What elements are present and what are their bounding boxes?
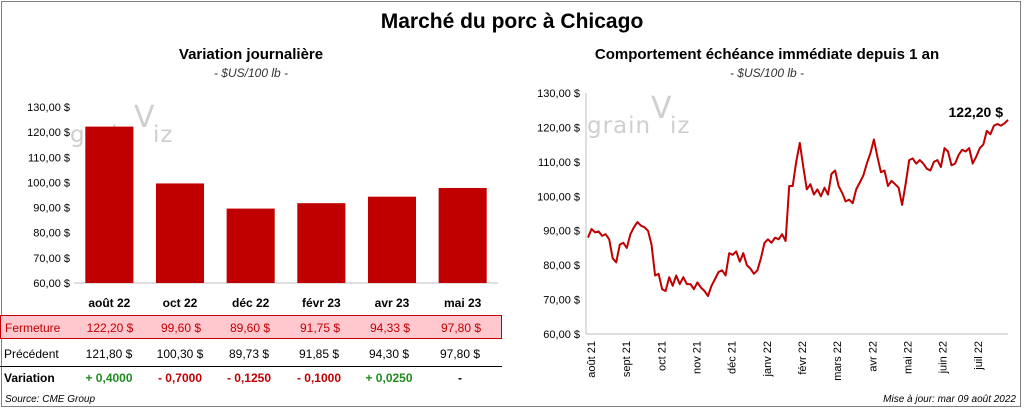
page-title: Marché du porc à Chicago [380, 10, 644, 33]
x-tick-label: juil 22 [973, 341, 985, 371]
x-tick-label: févr 22 [797, 341, 809, 375]
x-tick-label: nov 21 [692, 341, 704, 374]
y-tick-label: 110,00 $ [28, 152, 70, 164]
y-tick-label: 90,00 $ [33, 203, 70, 215]
y-tick-label: 80,00 $ [33, 228, 70, 240]
grainwiz-watermark-v: V [134, 100, 155, 135]
x-tick-label: oct 21 [656, 341, 668, 371]
bar [438, 187, 487, 283]
table-cell: 94,30 $ [368, 347, 410, 361]
table-cell: 89,73 $ [228, 347, 270, 361]
x-tick-label: août 21 [586, 341, 598, 378]
y-tick-label: 120,00 $ [537, 122, 580, 134]
grainwiz-watermark-iz: iz [153, 122, 174, 148]
x-category-label: févr 23 [302, 296, 341, 310]
source-note: Source: CME Group [5, 394, 96, 405]
table-row-fermeture: Fermeture 122,20 $ 99,60 $ 89,60 $ 91,75… [0, 315, 502, 339]
table-cell: 121,80 $ [85, 347, 133, 361]
row-label: Précédent [4, 347, 59, 361]
bar-chart-subtitle: - $US/100 lb - [213, 66, 289, 80]
table-cell: - [458, 371, 462, 385]
y-tick-label: 60,00 $ [543, 329, 580, 341]
table-cell: 99,60 $ [160, 321, 202, 335]
y-tick-label: 60,00 $ [33, 278, 70, 290]
grainwiz-watermark-right: grain [587, 113, 652, 139]
table-row-precedent: Précédent 121,80 $ 100,30 $ 89,73 $ 91,8… [0, 342, 502, 367]
bar [297, 203, 346, 283]
bar-chart-title: Variation journalière [178, 46, 324, 63]
y-tick-label: 100,00 $ [537, 191, 580, 203]
table-cell: 89,60 $ [229, 321, 271, 335]
table-cell: - 0,1000 [296, 371, 342, 385]
y-tick-label: 120,00 $ [27, 127, 70, 139]
x-tick-label: janv 22 [762, 341, 774, 377]
x-category-label: mai 23 [444, 296, 482, 310]
y-tick-label: 130,00 $ [27, 102, 70, 114]
table-cell: 94,33 $ [369, 321, 411, 335]
y-tick-label: 80,00 $ [543, 260, 580, 272]
y-tick-label: 70,00 $ [33, 253, 70, 265]
table-cell: 100,30 $ [156, 347, 204, 361]
grainwiz-watermark-right-iz: iz [670, 113, 691, 139]
price-line [587, 119, 1009, 298]
table-cell: 91,75 $ [299, 321, 341, 335]
table-cell: + 0,4000 [85, 371, 133, 385]
update-date: Mise à jour: mar 09 août 2022 [883, 394, 1016, 405]
y-tick-label: 100,00 $ [27, 177, 70, 189]
bar [155, 183, 205, 283]
table-cell: 91,85 $ [298, 347, 340, 361]
table-row-variation: Variation + 0,4000 - 0,7000 - 0,1250 - 0… [0, 366, 502, 390]
x-tick-label: juin 22 [938, 341, 950, 374]
y-tick-label: 110,00 $ [538, 157, 580, 169]
x-tick-label: avr 22 [867, 341, 879, 372]
table-cell: + 0,0250 [365, 371, 413, 385]
y-tick-label: 90,00 $ [543, 226, 580, 238]
x-tick-label: mai 22 [903, 341, 915, 374]
y-tick-label: 130,00 $ [537, 88, 580, 100]
x-category-label: oct 22 [163, 296, 198, 310]
grainwiz-watermark-right-v: V [651, 91, 672, 126]
line-chart-subtitle: - $US/100 lb - [729, 66, 805, 80]
bar-chart: 60,00 $ 70,00 $ 80,00 $ 90,00 $ 100,00 $ 110,… [27, 102, 498, 310]
line-chart: 60,00 $ 70,00 $ 80,00 $ 90,00 $ 100,00 $ 110,… [537, 88, 1009, 381]
table-cell: 97,80 $ [440, 321, 482, 335]
y-tick-label: 70,00 $ [543, 295, 580, 307]
x-category-label: déc 22 [232, 296, 270, 310]
table-cell: 97,80 $ [439, 347, 481, 361]
bar [367, 196, 417, 283]
x-tick-label: déc 21 [727, 341, 739, 374]
table-cell: - 0,7000 [157, 371, 203, 385]
bar [226, 208, 275, 283]
table-cell: 122,20 $ [86, 321, 134, 335]
row-label: Fermeture [5, 321, 61, 335]
x-category-label: août 22 [88, 296, 130, 310]
row-label: Variation [4, 371, 55, 385]
x-category-label: avr 23 [375, 296, 410, 310]
table-cell: - 0,1250 [226, 371, 272, 385]
x-tick-label: mars 22 [832, 341, 844, 381]
line-chart-title: Comportement échéance immédiate depuis 1… [594, 46, 940, 63]
last-price-annotation: 122,20 $ [949, 104, 1004, 120]
x-tick-label: sept 21 [621, 341, 633, 377]
bar [85, 126, 134, 284]
